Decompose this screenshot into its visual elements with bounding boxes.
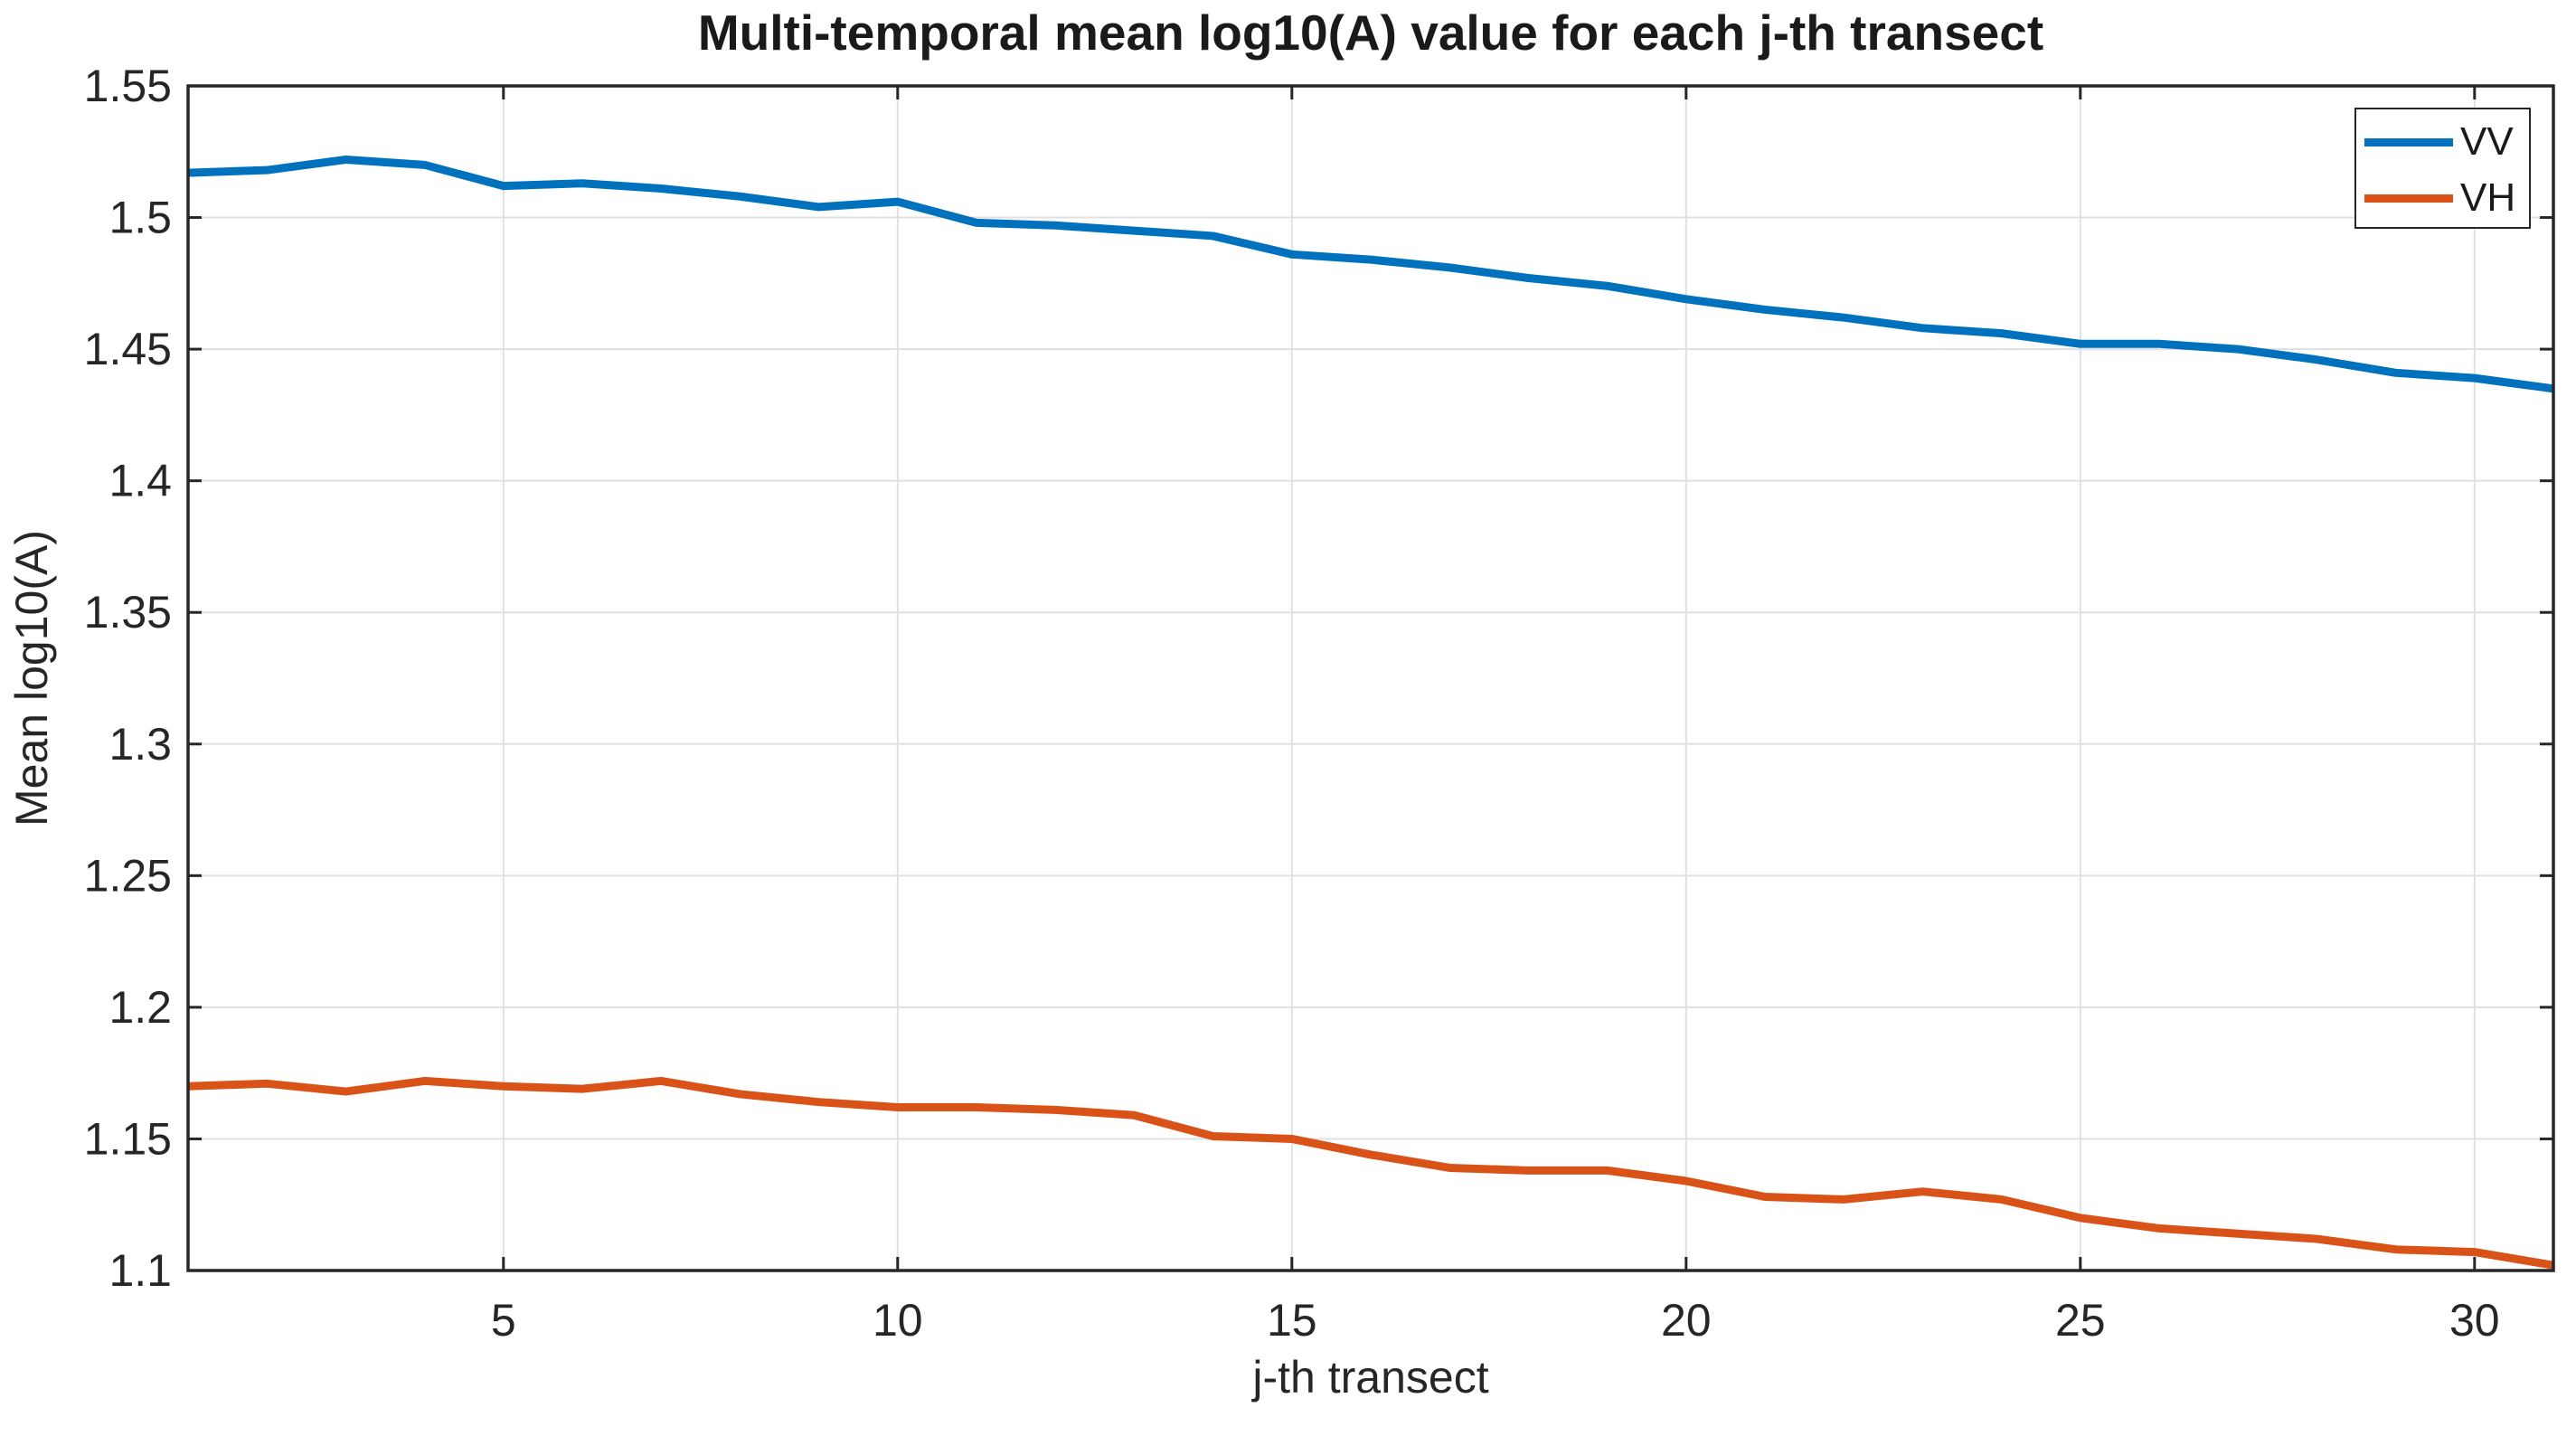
chart-title: Multi-temporal mean log10(A) value for e… <box>697 5 2044 61</box>
series-line-vh <box>187 1076 2554 1270</box>
x-tick-label: 25 <box>2055 1295 2106 1346</box>
legend-label-vv: VV <box>2460 119 2514 164</box>
legend: VV VH <box>2354 108 2531 229</box>
series-line-vv <box>187 156 2554 393</box>
y-axis-label: Mean log10(A) <box>6 530 57 827</box>
x-axis-label: j-th transect <box>1252 1352 1489 1403</box>
x-tick-label: 10 <box>873 1295 923 1346</box>
y-tick-label: 1.45 <box>84 324 172 374</box>
y-tick-label: 1.4 <box>109 456 172 506</box>
x-tick-label: 20 <box>1661 1295 1712 1346</box>
legend-label-vh: VH <box>2460 175 2516 220</box>
y-tick-label: 1.1 <box>109 1245 172 1296</box>
y-tick-label: 1.5 <box>109 193 172 243</box>
x-tick-label: 30 <box>2449 1295 2500 1346</box>
y-tick-label: 1.15 <box>84 1113 172 1164</box>
x-tick-label: 15 <box>1267 1295 1317 1346</box>
legend-item-vv: VV <box>2356 114 2529 170</box>
legend-item-vh: VH <box>2356 170 2529 226</box>
y-tick-label: 1.2 <box>109 982 172 1033</box>
vh-line-swatch <box>2364 194 2453 203</box>
y-tick-label: 1.3 <box>109 719 172 770</box>
y-tick-label: 1.35 <box>84 587 172 638</box>
y-tick-label: 1.25 <box>84 850 172 901</box>
axes-box <box>186 84 2555 1272</box>
x-tick-label: 5 <box>491 1295 516 1346</box>
y-tick-label: 1.55 <box>84 61 172 111</box>
vv-line-swatch <box>2364 137 2453 146</box>
